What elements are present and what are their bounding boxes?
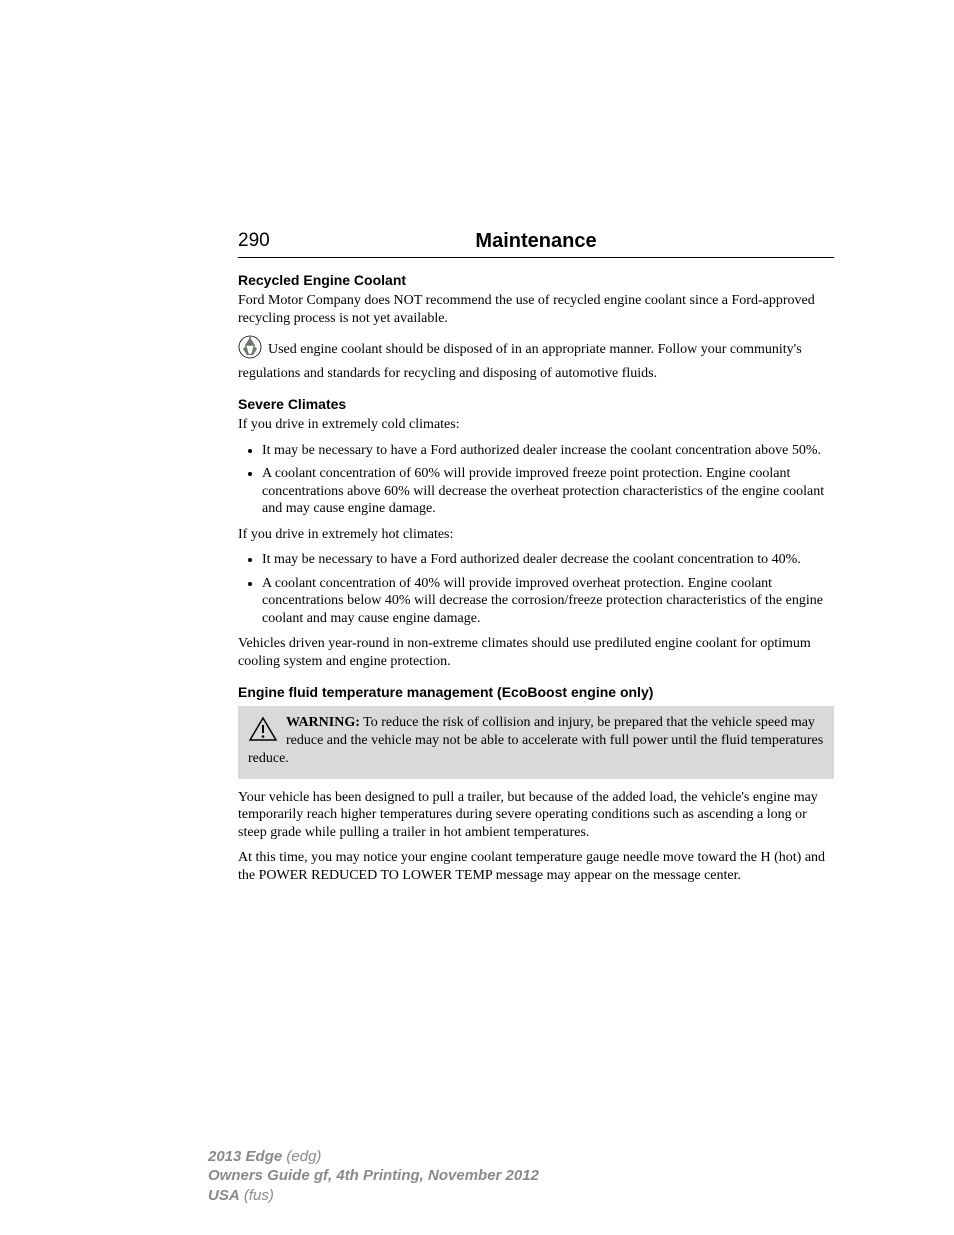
page-content: 290 Maintenance Recycled Engine Coolant … xyxy=(0,0,954,884)
recycle-icon xyxy=(238,335,262,365)
page-number: 290 xyxy=(238,230,270,252)
para-hot-intro: If you drive in extremely hot climates: xyxy=(238,526,834,544)
footer-model-code: (edg) xyxy=(286,1148,321,1165)
heading-ecoboost: Engine fluid temperature management (Eco… xyxy=(238,684,834,700)
footer-country-code: (fus) xyxy=(244,1187,274,1204)
list-item: It may be necessary to have a Ford autho… xyxy=(262,442,834,460)
list-hot: It may be necessary to have a Ford autho… xyxy=(238,551,834,627)
chapter-title: Maintenance xyxy=(238,230,834,255)
para-ecoboost-1: Your vehicle has been designed to pull a… xyxy=(238,789,834,842)
header-rule xyxy=(238,257,834,258)
page-header: 290 Maintenance xyxy=(238,230,834,258)
list-cold: It may be necessary to have a Ford autho… xyxy=(238,442,834,518)
heading-severe-climates: Severe Climates xyxy=(238,396,834,412)
para-ecoboost-2: At this time, you may notice your engine… xyxy=(238,849,834,884)
warning-label: WARNING: xyxy=(286,715,360,730)
para-disposal: Used engine coolant should be disposed o… xyxy=(238,335,834,382)
para-recycled-1: Ford Motor Company does NOT recommend th… xyxy=(238,292,834,327)
warning-box: WARNING: To reduce the risk of collision… xyxy=(238,706,834,779)
page-footer: 2013 Edge (edg) Owners Guide gf, 4th Pri… xyxy=(208,1147,539,1206)
heading-recycled-coolant: Recycled Engine Coolant xyxy=(238,272,834,288)
para-cold-intro: If you drive in extremely cold climates: xyxy=(238,416,834,434)
disposal-text: Used engine coolant should be disposed o… xyxy=(238,342,802,381)
footer-country: USA xyxy=(208,1187,240,1204)
list-item: A coolant concentration of 60% will prov… xyxy=(262,465,834,518)
footer-guide: Owners Guide gf, 4th Printing, November … xyxy=(208,1167,539,1184)
list-item: It may be necessary to have a Ford autho… xyxy=(262,551,834,569)
warning-triangle-icon xyxy=(248,716,278,748)
para-nonextreme: Vehicles driven year-round in non-extrem… xyxy=(238,635,834,670)
list-item: A coolant concentration of 40% will prov… xyxy=(262,575,834,628)
footer-model: 2013 Edge xyxy=(208,1148,282,1165)
